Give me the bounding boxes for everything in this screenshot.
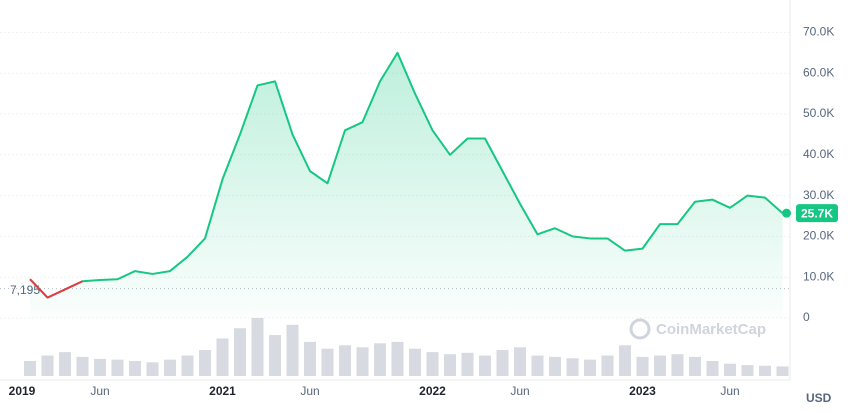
volume-bar [24,360,36,376]
watermark: CoinMarketCap [629,318,766,340]
volume-bar [286,324,299,376]
volume-bar [94,358,106,376]
y-tick-label: 70.0K [803,25,834,39]
y-tick-label: 30.0K [803,188,834,202]
volume-bar [496,350,509,376]
volume-bar [391,341,404,376]
volume-bar [444,354,456,376]
volume-bar [689,356,701,376]
currency-label: USD [806,391,832,405]
price-tag-label: 25.7K [801,206,833,220]
volume-bar [59,352,71,376]
volume-bar [199,350,211,376]
volume-bar [356,347,369,376]
price-line-down [29,278,49,299]
price-line-down [47,288,66,299]
volume-bar [234,328,246,376]
volume-bar [654,355,666,376]
volume-bar [741,365,754,376]
volume-bar [601,355,614,376]
y-tick-label: 20.0K [803,229,834,243]
volume-bar [706,360,719,376]
x-tick-label: Jun [720,384,739,398]
volume-bar [339,345,351,376]
price-tag [796,204,838,223]
volume-bar [321,348,334,376]
volume-bar [566,358,579,376]
watermark-logo [629,318,651,340]
volume-bar [759,365,771,376]
volume-bar [304,341,316,376]
volume-bar [269,335,281,376]
volume-bar [216,338,229,376]
volume-bar [76,356,89,376]
volume-bar [461,352,474,376]
volume-bar [426,352,439,376]
area [30,52,783,319]
volume-bar [531,355,544,376]
volume-bar [479,355,491,376]
volume-bar [584,359,596,376]
volume-bar [164,359,176,376]
y-tick-label: 60.0K [803,65,834,79]
volume-bar [619,345,631,376]
x-tick-label: Jun [510,384,529,398]
volume-bar [671,354,684,376]
volume-bar [41,355,54,376]
x-tick-label: 2021 [209,384,236,398]
x-tick-label: 2022 [419,384,446,398]
volume-bar [181,355,194,376]
y-tick-label: 50.0K [803,106,834,120]
volume-bar [251,318,264,376]
volume-bar [549,356,561,376]
volume-bar [129,360,141,376]
volume-bar [776,366,789,376]
x-tick-label: 2019 [9,384,36,398]
volume-bar [409,348,421,376]
x-tick-label: Jun [90,384,109,398]
volume-bar [636,356,649,376]
last-point [782,208,791,218]
y-tick-label: 40.0K [803,147,834,161]
volume-bar [374,343,386,376]
x-tick-label: 2023 [629,384,656,398]
volume-bar [724,363,736,376]
watermark-text: CoinMarketCap [656,321,766,338]
y-tick-label: 0 [803,310,810,324]
y-tick-label: 10.0K [803,269,834,283]
volume-bar [111,359,124,376]
price-line [29,51,784,299]
x-tick-label: Jun [300,384,319,398]
volume-bar [514,347,526,376]
price-line-down [64,280,83,291]
volume-bar [146,362,159,376]
